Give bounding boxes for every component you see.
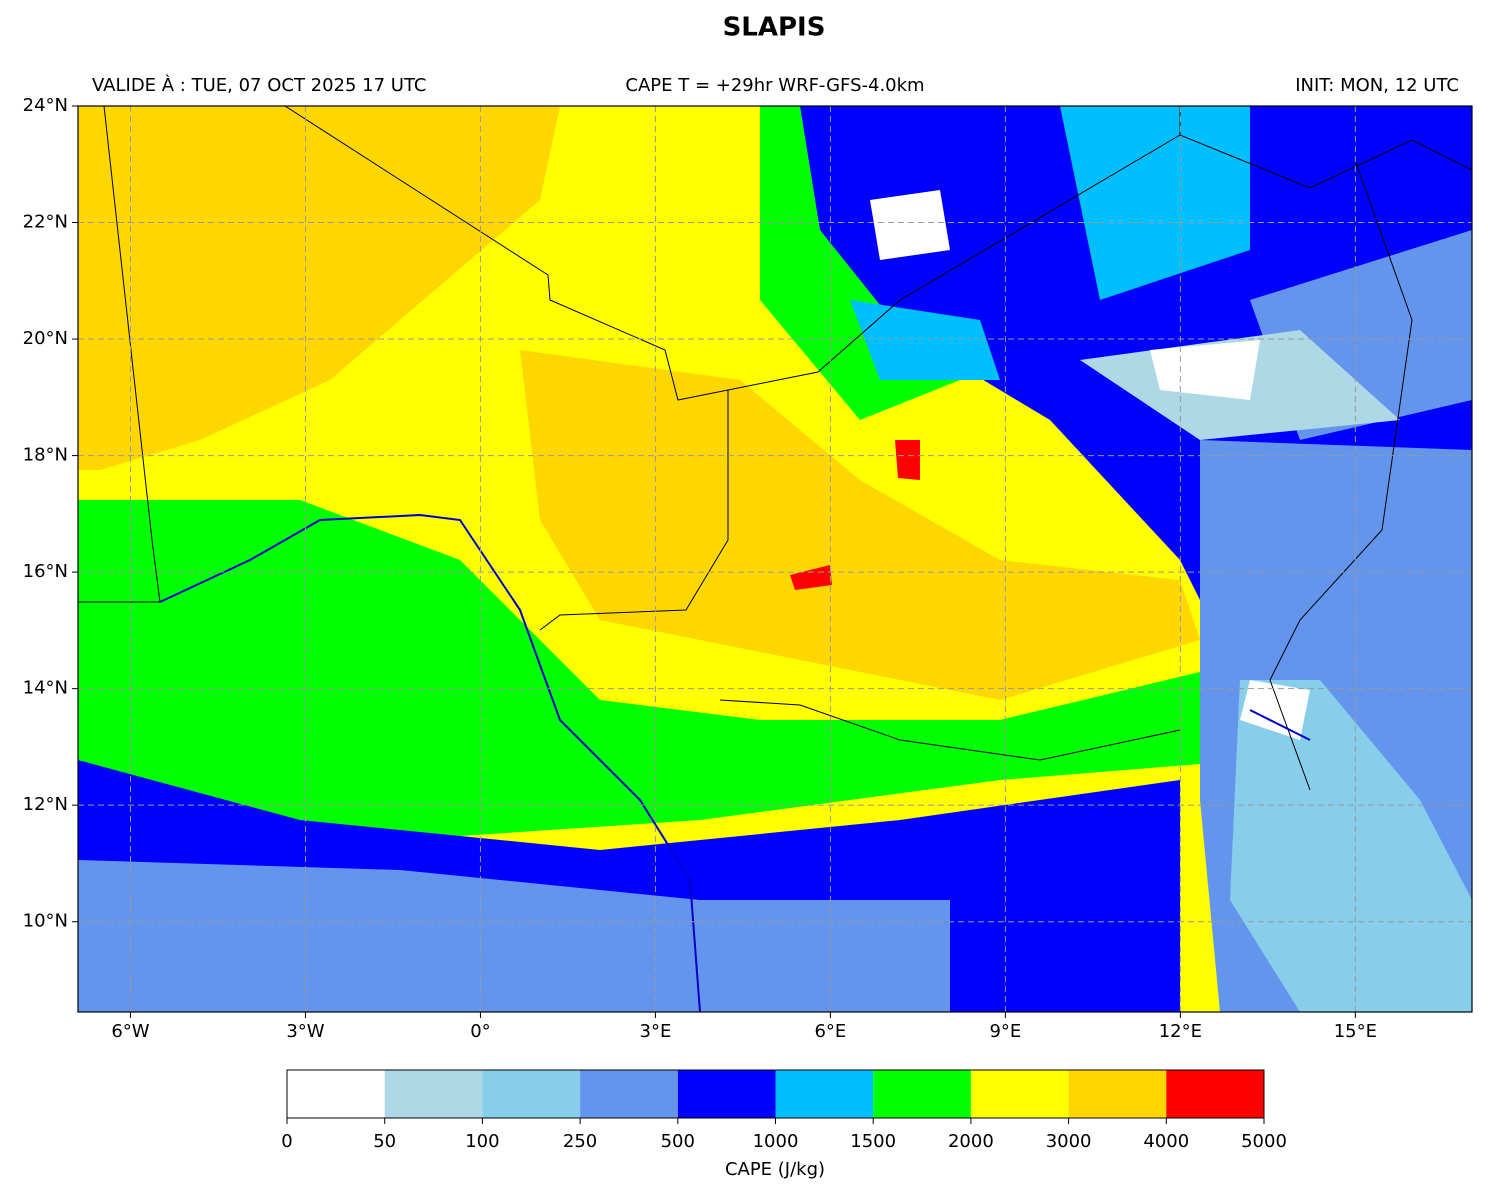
y-tick-label: 24°N (23, 95, 68, 116)
title: SLAPIS (723, 13, 826, 43)
cape-region (78, 106, 560, 470)
y-tick-label: 20°N (23, 328, 68, 349)
init-time: INIT: MON, 12 UTC (1295, 75, 1459, 96)
y-tick-label: 10°N (23, 911, 68, 932)
cape-region (1230, 680, 1472, 1012)
colorbar-swatch (970, 1070, 1069, 1118)
y-tick-label: 18°N (23, 445, 68, 466)
cape-region (1150, 340, 1260, 400)
forecast-info: CAPE T = +29hr WRF-GFS-4.0km (625, 75, 924, 96)
colorbar-tick-label: 100 (465, 1131, 499, 1152)
cape-region (1060, 106, 1250, 300)
colorbar-tick-label: 2000 (948, 1131, 994, 1152)
colorbar-swatch (1166, 1070, 1264, 1118)
colorbar-tick-label: 4000 (1143, 1131, 1189, 1152)
x-tick-label: 9°E (989, 1021, 1021, 1042)
x-tick-label: 6°W (111, 1021, 149, 1042)
cape-region (1240, 680, 1310, 740)
x-tick-label: 0° (470, 1021, 490, 1042)
colorbar-swatch (580, 1070, 678, 1118)
colorbar-swatch (677, 1070, 776, 1118)
valid-time: VALIDE À : TUE, 07 OCT 2025 17 UTC (92, 74, 427, 96)
x-tick-label: 6°E (814, 1021, 846, 1042)
cape-region (790, 565, 832, 590)
y-tick-label: 16°N (23, 561, 68, 582)
x-tick-label: 3°W (286, 1021, 324, 1042)
y-tick-label: 12°N (23, 794, 68, 815)
colorbar-tick-label: 500 (661, 1131, 695, 1152)
cape-region (520, 350, 1200, 700)
x-tick-label: 12°E (1159, 1021, 1202, 1042)
cape-region (78, 500, 1250, 840)
colorbar-swatch (873, 1070, 971, 1118)
cape-region (850, 300, 1000, 380)
colorbar-tick-label: 1500 (850, 1131, 896, 1152)
cape-region (78, 860, 950, 1012)
colorbar-tick-label: 3000 (1046, 1131, 1092, 1152)
colorbar-tick-label: 0 (281, 1131, 292, 1152)
cape-region (895, 440, 920, 480)
colorbar-swatch (775, 1070, 874, 1118)
map-frame (77, 105, 1473, 1013)
borders (78, 106, 1472, 1012)
cape-region (870, 190, 950, 260)
colorbar-swatch (1068, 1070, 1167, 1118)
colorbar-tick-label: 1000 (753, 1131, 799, 1152)
y-tick-label: 22°N (23, 212, 68, 233)
map-field (78, 106, 1472, 1012)
x-tick-label: 15°E (1334, 1021, 1377, 1042)
colorbar-tick-label: 5000 (1241, 1131, 1287, 1152)
colorbar-label: CAPE (J/kg) (725, 1159, 825, 1180)
colorbar-swatch (384, 1070, 483, 1118)
y-tick-label: 14°N (23, 678, 68, 699)
x-tick-label: 3°E (640, 1021, 672, 1042)
colorbar-swatch (287, 1070, 385, 1118)
colorbar-tick-label: 250 (563, 1131, 597, 1152)
colorbar-tick-label: 50 (373, 1131, 396, 1152)
colorbar-swatch (482, 1070, 581, 1118)
